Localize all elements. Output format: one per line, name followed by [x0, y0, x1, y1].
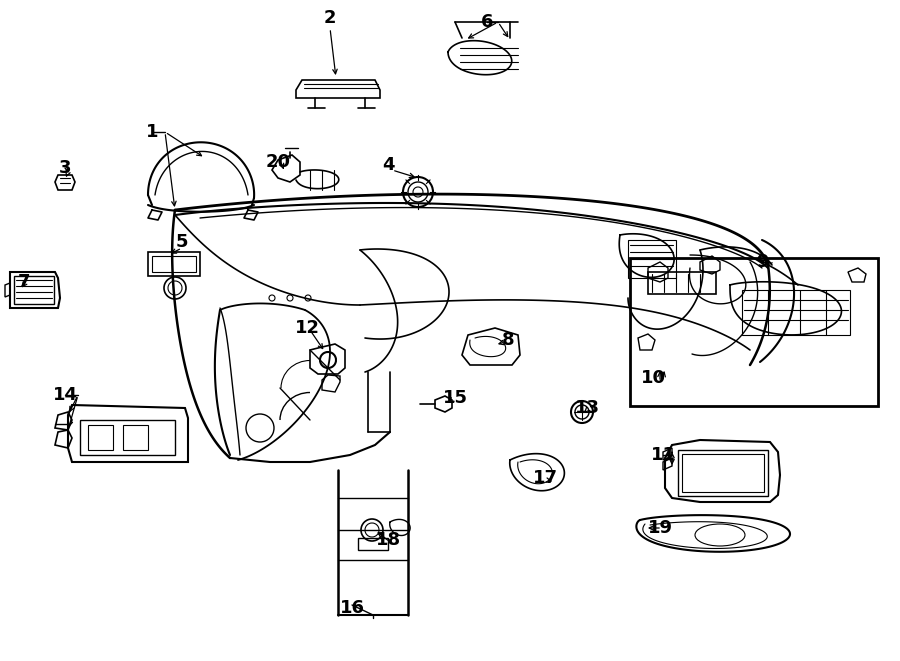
Bar: [678, 450, 768, 496]
Text: 6: 6: [481, 13, 493, 31]
Text: 11: 11: [651, 446, 676, 464]
Text: 9: 9: [756, 253, 769, 271]
Text: 8: 8: [501, 331, 514, 349]
Bar: [648, 272, 716, 294]
Bar: [628, 240, 676, 278]
Text: 10: 10: [641, 369, 665, 387]
Text: 5: 5: [176, 233, 188, 251]
Text: 2: 2: [324, 9, 337, 27]
Bar: [682, 454, 764, 492]
Bar: [14, 276, 54, 304]
Bar: [742, 290, 850, 335]
Bar: [358, 538, 388, 550]
Bar: [80, 420, 175, 455]
Text: 4: 4: [382, 156, 394, 174]
Text: 16: 16: [339, 599, 365, 617]
Text: 1: 1: [146, 123, 158, 141]
Bar: [630, 258, 878, 406]
Bar: [123, 425, 148, 450]
Text: 14: 14: [52, 386, 77, 404]
Text: 15: 15: [443, 389, 467, 407]
Text: 12: 12: [294, 319, 320, 337]
Bar: [88, 425, 113, 450]
Text: 13: 13: [574, 399, 599, 417]
Bar: [152, 256, 196, 272]
Text: 17: 17: [533, 469, 557, 487]
Bar: [148, 252, 200, 276]
Text: 7: 7: [18, 273, 31, 291]
Text: 3: 3: [58, 159, 71, 177]
Text: 19: 19: [647, 519, 672, 537]
Text: 20: 20: [266, 153, 291, 171]
Text: 18: 18: [375, 531, 401, 549]
